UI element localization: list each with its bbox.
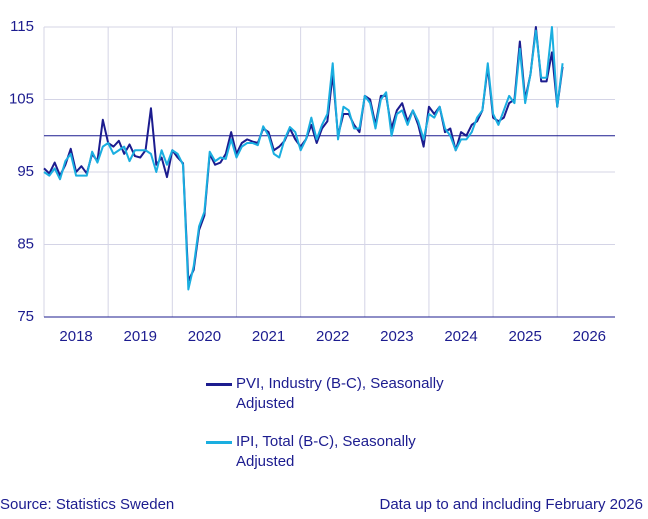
legend-item: IPI, Total (B-C), Seasonally Adjusted — [206, 432, 461, 472]
x-tick-label: 2026 — [573, 328, 606, 345]
x-tick-label: 2022 — [316, 328, 349, 345]
x-tick-label: 2024 — [444, 328, 477, 345]
y-tick-label: 115 — [10, 18, 34, 35]
x-tick-label: 2025 — [508, 328, 541, 345]
note: Data up to and including February 2026 — [379, 496, 643, 513]
x-tick-label: 2019 — [124, 328, 157, 345]
chart: 75 85 95 105 115 2018 2019 2020 2021 2022 2023 2024… — [9, 18, 615, 345]
legend-swatch — [206, 441, 232, 444]
source: Source: Statistics Sweden — [0, 496, 175, 513]
series-line — [43, 26, 564, 282]
series-line — [43, 26, 564, 291]
y-tick-label: 105 — [9, 90, 34, 107]
legend-label: PVI, Industry (B-C), Seasonally Adjusted — [236, 375, 444, 412]
x-tick-label: 2023 — [380, 328, 413, 345]
y-tick-label: 85 — [17, 235, 34, 252]
x-tick-label: 2021 — [252, 328, 285, 345]
legend-swatch — [206, 383, 232, 386]
y-tick-label: 75 — [17, 308, 34, 325]
legend-item: PVI, Industry (B-C), Seasonally Adjusted — [206, 374, 461, 414]
y-tick-label: 95 — [17, 163, 34, 180]
legend-label: IPI, Total (B-C), Seasonally Adjusted — [236, 433, 416, 470]
x-tick-label: 2020 — [188, 328, 221, 345]
x-tick-label: 2018 — [59, 328, 92, 345]
